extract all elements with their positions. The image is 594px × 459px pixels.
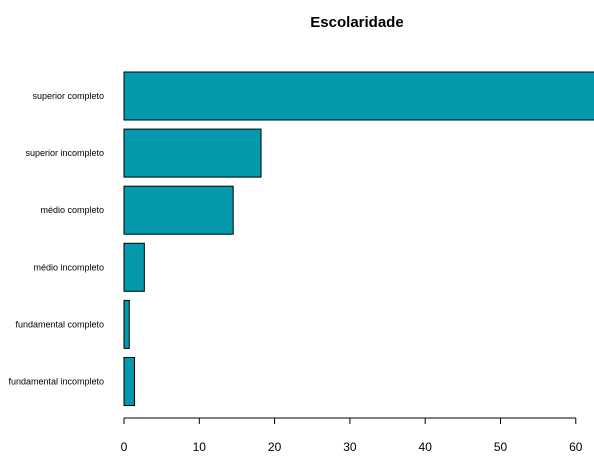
category-label: médio incompleto: [33, 262, 104, 272]
category-label: superior incompleto: [25, 148, 104, 158]
x-tick-label: 0: [121, 440, 128, 454]
category-label: médio completo: [40, 205, 104, 215]
x-axis: 0 10 20 30 40 50 60: [121, 417, 583, 454]
chart-title: Escolaridade: [310, 14, 403, 31]
bar-médio-incompleto: [123, 242, 145, 292]
x-tick-label: 50: [494, 440, 508, 454]
x-tick-label: 60: [569, 440, 583, 454]
bar-fundamental-completo: [123, 299, 130, 349]
category-labels: superior completo superior incompleto médi…: [8, 91, 104, 387]
bar-médio-completo: [123, 185, 234, 235]
bar-fundamental-incompleto: [123, 357, 136, 406]
x-tick-label: 10: [193, 440, 207, 454]
x-tick-label: 40: [419, 440, 433, 454]
category-label: superior completo: [32, 91, 104, 101]
bar-superior-incompleto: [123, 128, 262, 178]
x-tick-label: 30: [343, 440, 357, 454]
category-label: fundamental incompleto: [8, 377, 104, 387]
bar-superior-completo: [123, 71, 594, 121]
x-tick-label: 20: [268, 440, 282, 454]
category-label: fundamental completo: [15, 319, 104, 329]
bars-group: [123, 71, 594, 406]
